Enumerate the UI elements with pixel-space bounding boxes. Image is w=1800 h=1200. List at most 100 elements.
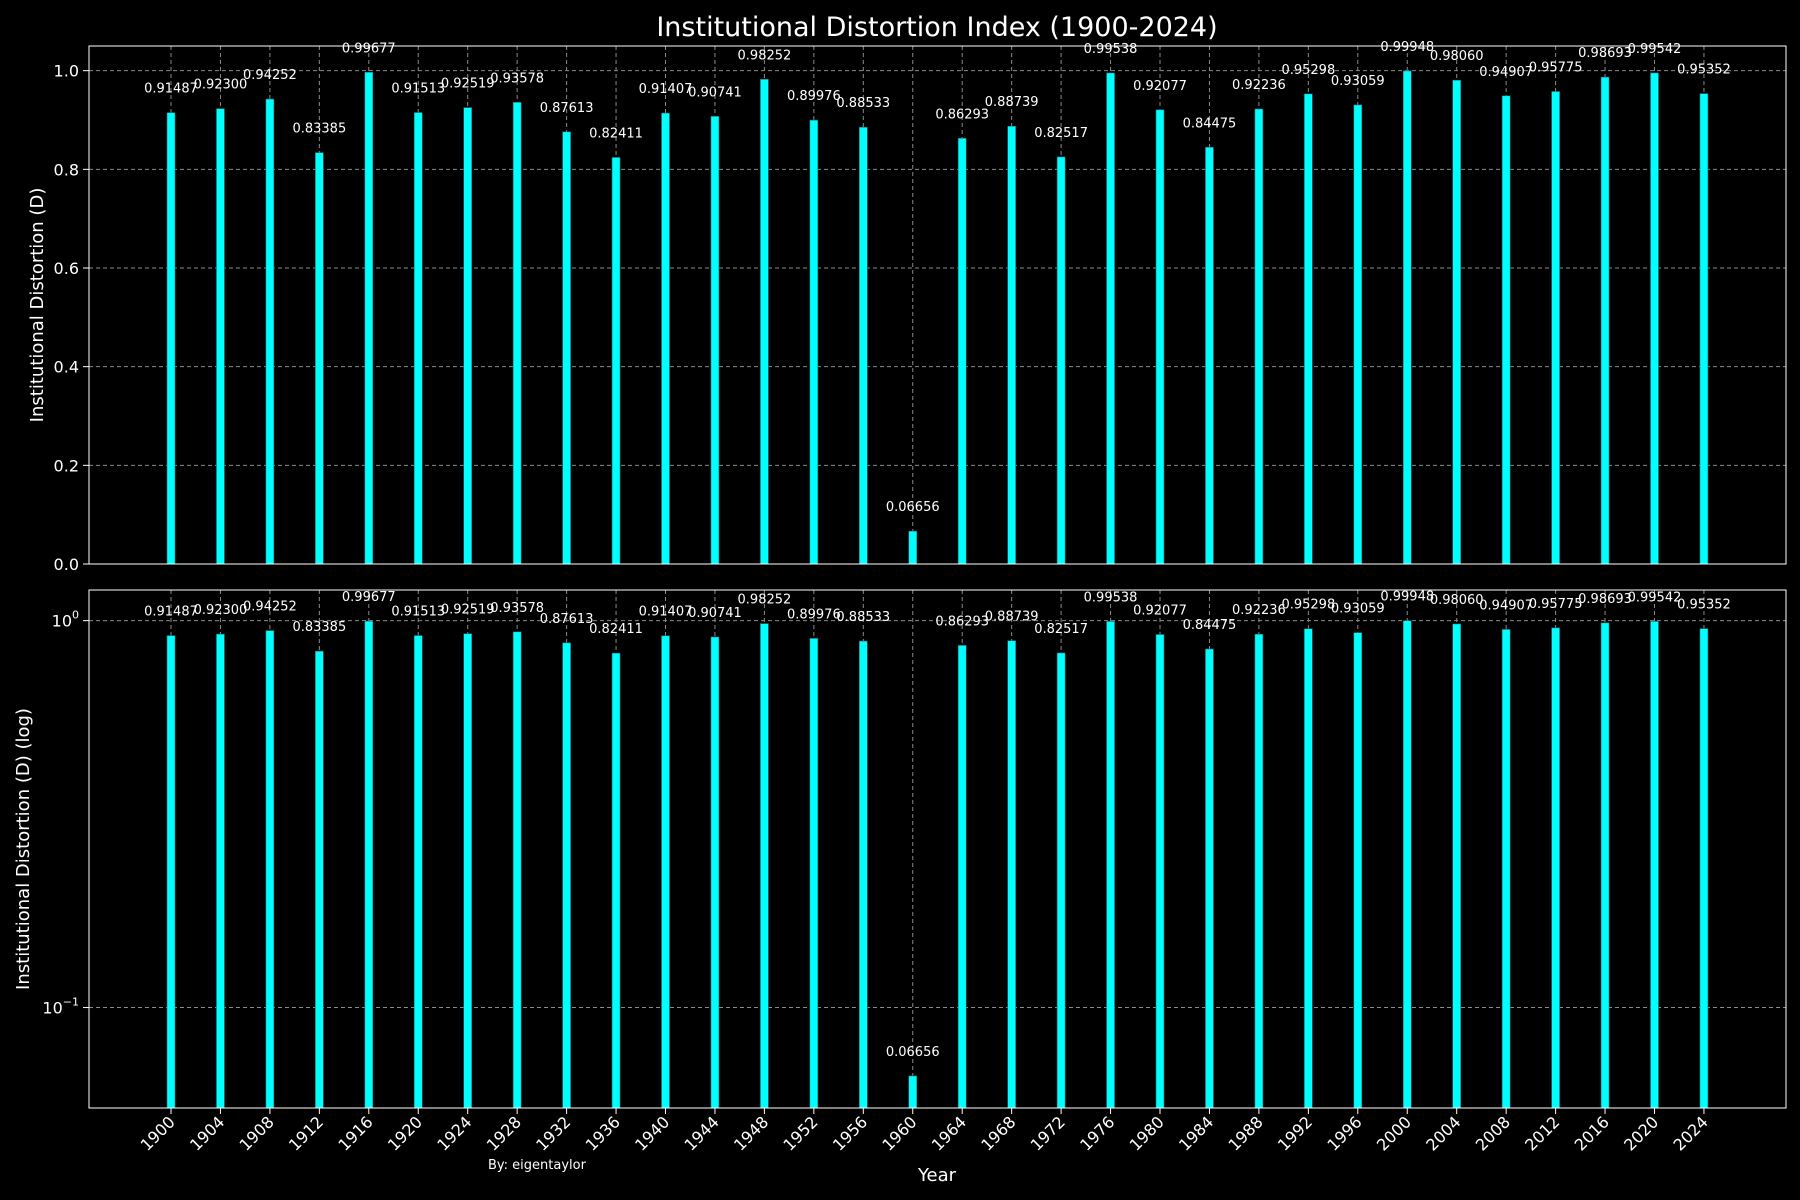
data-label: 0.87613 (540, 612, 594, 627)
data-label: 0.92300 (194, 603, 248, 618)
data-label: 0.99948 (1380, 40, 1434, 55)
x-tick-label: 1948 (730, 1112, 772, 1154)
data-label: 0.82517 (1034, 126, 1088, 141)
x-tick-label: 1956 (829, 1112, 871, 1154)
x-tick-label: 1964 (928, 1112, 970, 1154)
data-label: 0.99542 (1628, 590, 1682, 605)
data-label: 0.95298 (1281, 598, 1335, 613)
data-label: 0.99538 (1084, 590, 1138, 605)
data-label: 0.95298 (1281, 63, 1335, 78)
bar (1106, 621, 1115, 1109)
x-tick-label: 1940 (631, 1112, 673, 1154)
x-tick-label: 1952 (779, 1112, 821, 1154)
bar (858, 640, 868, 1109)
x-tick-label: 1936 (582, 1112, 624, 1154)
bar (1205, 146, 1214, 565)
bar (166, 635, 176, 1109)
data-label: 0.91407 (639, 605, 693, 620)
bar (512, 631, 522, 1109)
bar (1699, 628, 1709, 1109)
data-label: 0.82411 (589, 622, 643, 637)
x-axis-label: Year (917, 1165, 957, 1186)
x-tick-label: 1916 (334, 1112, 376, 1154)
bar (661, 635, 670, 1109)
x-tick-label: 1992 (1274, 1112, 1316, 1154)
bar (809, 638, 819, 1109)
bar (908, 530, 918, 565)
bar (809, 119, 819, 565)
x-tick-label: 1976 (1076, 1112, 1118, 1154)
data-label: 0.95352 (1677, 598, 1731, 613)
bar (562, 642, 571, 1109)
y-tick-label: 0.8 (54, 160, 79, 179)
data-label: 0.98060 (1430, 49, 1484, 64)
data-label: 0.99542 (1628, 42, 1682, 57)
chart-title: Institutional Distortion Index (1900-202… (656, 12, 1217, 43)
bar (661, 112, 670, 565)
data-label: 0.98252 (738, 593, 792, 608)
y-tick-label: 0.2 (54, 456, 79, 475)
y-tick-label: 10−1 (42, 996, 79, 1018)
data-label: 0.91513 (391, 605, 445, 620)
bar (611, 157, 621, 565)
y-tick-label: 1.0 (54, 62, 79, 81)
x-axis: 1900 1904 1908 1912 1916 1920 1924 1928 1932 1936… (137, 1108, 1712, 1155)
data-label: 0.06656 (886, 500, 940, 515)
data-label: 0.86293 (935, 107, 989, 122)
bar (1007, 640, 1016, 1109)
x-tick-label: 2012 (1521, 1112, 1563, 1154)
data-label: 0.92077 (1133, 79, 1187, 94)
data-label: 0.93578 (490, 601, 544, 616)
x-tick-label: 1960 (878, 1112, 920, 1154)
x-tick-label: 1908 (236, 1112, 278, 1154)
bar (760, 623, 769, 1109)
y-axis-label: Institutional Distortion (D) (27, 188, 48, 423)
data-label: 0.90741 (688, 606, 742, 621)
bar (1501, 95, 1511, 565)
data-label: 0.94252 (243, 68, 297, 83)
y-axis-label: Institutional Distortion (D) (log) (13, 708, 34, 990)
x-tick-label: 1968 (977, 1112, 1019, 1154)
data-label: 0.98693 (1578, 592, 1632, 607)
y-tick-label: 100 (52, 609, 79, 631)
bar (710, 636, 720, 1109)
bar (1699, 93, 1709, 565)
x-tick-label: 2016 (1571, 1112, 1613, 1154)
data-label: 0.98060 (1430, 593, 1484, 608)
bar (1650, 621, 1659, 1109)
x-tick-label: 2024 (1670, 1112, 1712, 1154)
bar (1056, 156, 1066, 565)
bar (364, 71, 374, 565)
data-label: 0.89976 (787, 607, 841, 622)
data-label: 0.92077 (1133, 604, 1187, 619)
bar (611, 652, 621, 1109)
bar (1650, 72, 1659, 565)
data-label: 0.06656 (886, 1045, 940, 1060)
data-label: 0.84475 (1183, 116, 1237, 131)
x-tick-label: 1980 (1126, 1112, 1168, 1154)
bar (1402, 70, 1412, 565)
data-label: 0.89976 (787, 89, 841, 104)
bar (1551, 627, 1560, 1109)
data-label: 0.93059 (1331, 602, 1385, 617)
bar (1155, 634, 1165, 1109)
x-tick-label: 1900 (137, 1112, 179, 1154)
x-tick-label: 1984 (1175, 1112, 1217, 1154)
x-tick-label: 1972 (1027, 1112, 1069, 1154)
data-label: 0.84475 (1183, 618, 1237, 633)
x-tick-label: 1932 (532, 1112, 574, 1154)
data-label: 0.91513 (391, 82, 445, 97)
data-label: 0.94252 (243, 600, 297, 615)
bar (1452, 79, 1461, 565)
data-label: 0.99677 (342, 41, 396, 56)
data-label: 0.93578 (490, 71, 544, 86)
y-tick-label: 0.0 (54, 555, 79, 574)
axes-frame (88, 589, 1787, 1109)
data-label: 0.88533 (836, 96, 890, 111)
data-label: 0.92236 (1232, 603, 1286, 618)
bar (315, 152, 324, 565)
data-label: 0.87613 (540, 101, 594, 116)
